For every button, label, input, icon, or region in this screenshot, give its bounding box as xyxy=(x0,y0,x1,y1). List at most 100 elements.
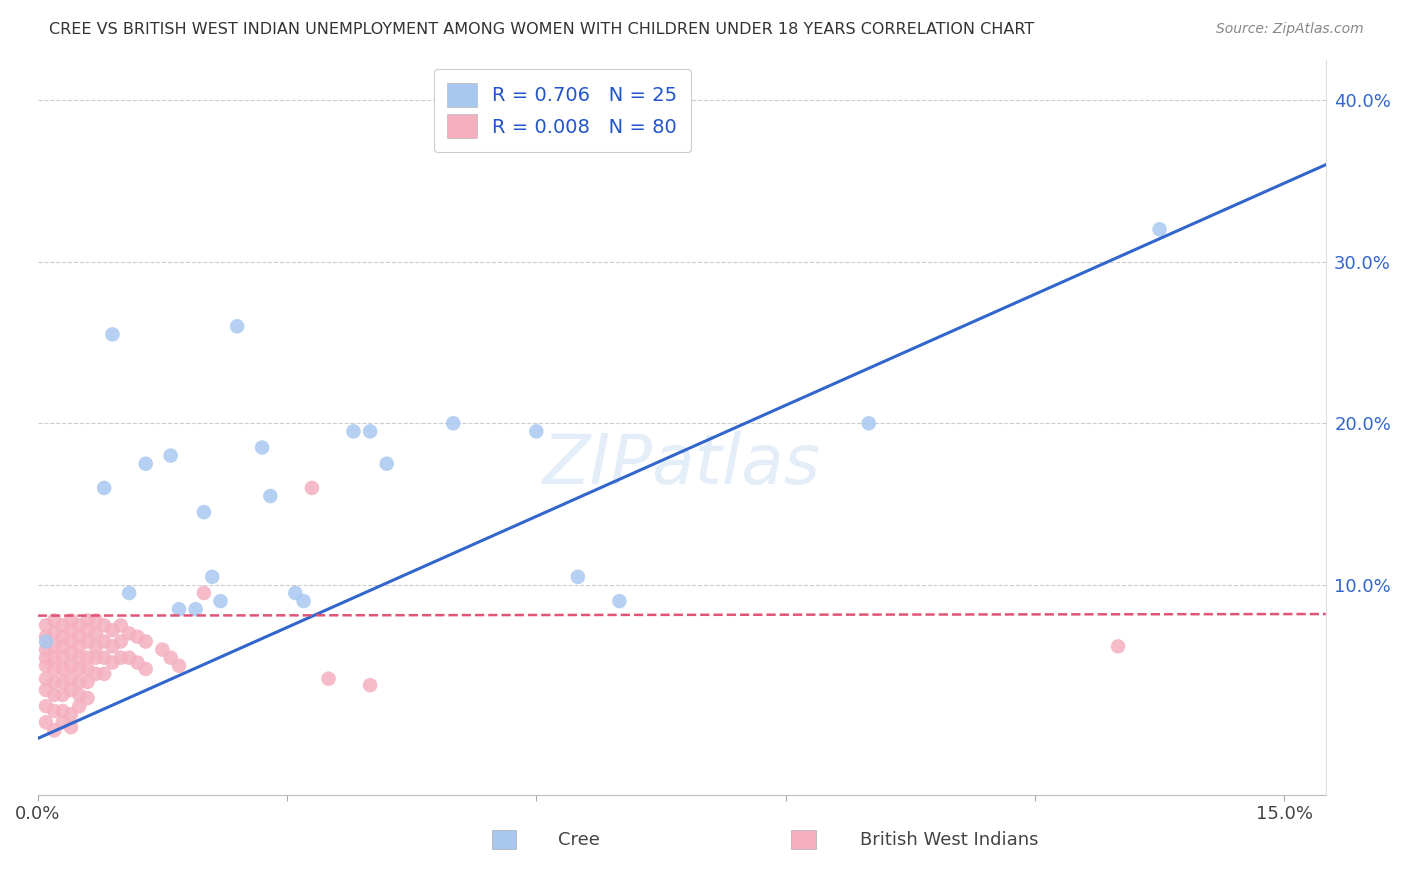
Point xyxy=(159,650,181,665)
Point xyxy=(59,707,82,722)
Point xyxy=(67,688,90,702)
Point xyxy=(59,646,82,660)
Legend: R = 0.706   N = 25, R = 0.008   N = 80: R = 0.706 N = 25, R = 0.008 N = 80 xyxy=(434,70,690,152)
Point xyxy=(52,688,75,702)
Point xyxy=(858,417,880,431)
Text: CREE VS BRITISH WEST INDIAN UNEMPLOYMENT AMONG WOMEN WITH CHILDREN UNDER 18 YEAR: CREE VS BRITISH WEST INDIAN UNEMPLOYMENT… xyxy=(49,22,1035,37)
Point xyxy=(59,672,82,686)
Text: British West Indians: British West Indians xyxy=(859,830,1038,848)
Point xyxy=(84,640,107,654)
Point xyxy=(110,634,132,648)
Point xyxy=(93,666,115,681)
Point xyxy=(110,618,132,632)
Point xyxy=(127,630,149,644)
Point xyxy=(135,457,157,471)
Point xyxy=(44,640,66,654)
Point xyxy=(35,630,58,644)
Point xyxy=(76,623,98,637)
Point xyxy=(76,614,98,628)
Point xyxy=(35,672,58,686)
Point xyxy=(93,650,115,665)
Point xyxy=(52,650,75,665)
Point xyxy=(44,704,66,718)
Point xyxy=(59,720,82,734)
Point xyxy=(93,481,115,495)
Point xyxy=(76,634,98,648)
Point xyxy=(226,319,249,334)
Point xyxy=(76,691,98,706)
Point xyxy=(135,662,157,676)
Point xyxy=(342,425,364,439)
Point xyxy=(609,594,631,608)
Point xyxy=(209,594,232,608)
Text: Source: ZipAtlas.com: Source: ZipAtlas.com xyxy=(1216,22,1364,37)
Point xyxy=(35,634,58,648)
Point xyxy=(292,594,315,608)
Point xyxy=(524,425,547,439)
Point xyxy=(67,640,90,654)
Point xyxy=(44,614,66,628)
Point xyxy=(35,715,58,730)
Point xyxy=(93,634,115,648)
Point xyxy=(284,586,307,600)
Point xyxy=(67,662,90,676)
Point xyxy=(84,650,107,665)
Point xyxy=(76,674,98,689)
Point xyxy=(44,626,66,640)
Point xyxy=(76,662,98,676)
Point xyxy=(110,650,132,665)
Point xyxy=(35,683,58,698)
Point xyxy=(52,640,75,654)
Point xyxy=(118,626,141,640)
Text: Cree: Cree xyxy=(558,830,599,848)
Point xyxy=(359,425,381,439)
Point xyxy=(67,618,90,632)
Point xyxy=(59,658,82,673)
Point xyxy=(35,658,58,673)
Point xyxy=(184,602,207,616)
Point xyxy=(101,327,124,342)
Point xyxy=(35,699,58,714)
Point xyxy=(567,570,589,584)
Point xyxy=(59,634,82,648)
Point xyxy=(52,618,75,632)
Point xyxy=(44,650,66,665)
Point xyxy=(259,489,281,503)
Point xyxy=(67,674,90,689)
Point xyxy=(318,672,340,686)
Point xyxy=(44,688,66,702)
Point xyxy=(67,630,90,644)
Point xyxy=(375,457,398,471)
Point xyxy=(52,674,75,689)
Point xyxy=(250,441,273,455)
Point xyxy=(359,678,381,692)
Point xyxy=(59,614,82,628)
Point xyxy=(1149,222,1171,236)
Point xyxy=(35,650,58,665)
Point xyxy=(35,642,58,657)
Point xyxy=(44,662,66,676)
Point xyxy=(118,650,141,665)
Point xyxy=(52,630,75,644)
Point xyxy=(193,586,215,600)
Point xyxy=(167,602,190,616)
Point xyxy=(201,570,224,584)
Point xyxy=(59,683,82,698)
Point xyxy=(52,715,75,730)
Point xyxy=(44,723,66,738)
Point xyxy=(52,704,75,718)
Point xyxy=(84,666,107,681)
Point xyxy=(76,650,98,665)
Point xyxy=(118,586,141,600)
Point xyxy=(101,656,124,670)
Point xyxy=(193,505,215,519)
Point xyxy=(127,656,149,670)
Point xyxy=(84,626,107,640)
Point xyxy=(84,614,107,628)
Point xyxy=(441,417,464,431)
Point xyxy=(167,658,190,673)
Point xyxy=(159,449,181,463)
Point xyxy=(35,618,58,632)
Point xyxy=(44,674,66,689)
Text: ZIPatlas: ZIPatlas xyxy=(543,431,821,498)
